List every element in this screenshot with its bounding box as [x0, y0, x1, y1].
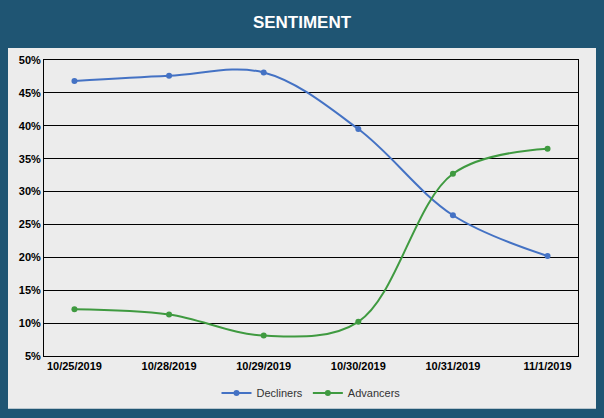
svg-text:SENTIMENT: SENTIMENT	[253, 13, 352, 32]
svg-text:Decliners: Decliners	[257, 387, 303, 399]
svg-text:10%: 10%	[19, 317, 41, 329]
svg-text:5%: 5%	[25, 350, 41, 362]
svg-text:11/1/2019: 11/1/2019	[523, 360, 571, 372]
svg-text:Advancers: Advancers	[348, 387, 400, 399]
svg-text:10/25/2019: 10/25/2019	[47, 360, 102, 372]
svg-text:10/30/2019: 10/30/2019	[331, 360, 386, 372]
svg-text:40%: 40%	[19, 120, 41, 132]
svg-text:35%: 35%	[19, 153, 41, 165]
svg-text:10/28/2019: 10/28/2019	[142, 360, 197, 372]
svg-text:10/29/2019: 10/29/2019	[236, 360, 291, 372]
svg-text:45%: 45%	[19, 87, 41, 99]
svg-text:25%: 25%	[19, 218, 41, 230]
svg-text:10/31/2019: 10/31/2019	[425, 360, 480, 372]
svg-text:20%: 20%	[19, 251, 41, 263]
svg-text:30%: 30%	[19, 185, 41, 197]
svg-text:15%: 15%	[19, 284, 41, 296]
svg-text:50%: 50%	[19, 54, 41, 66]
